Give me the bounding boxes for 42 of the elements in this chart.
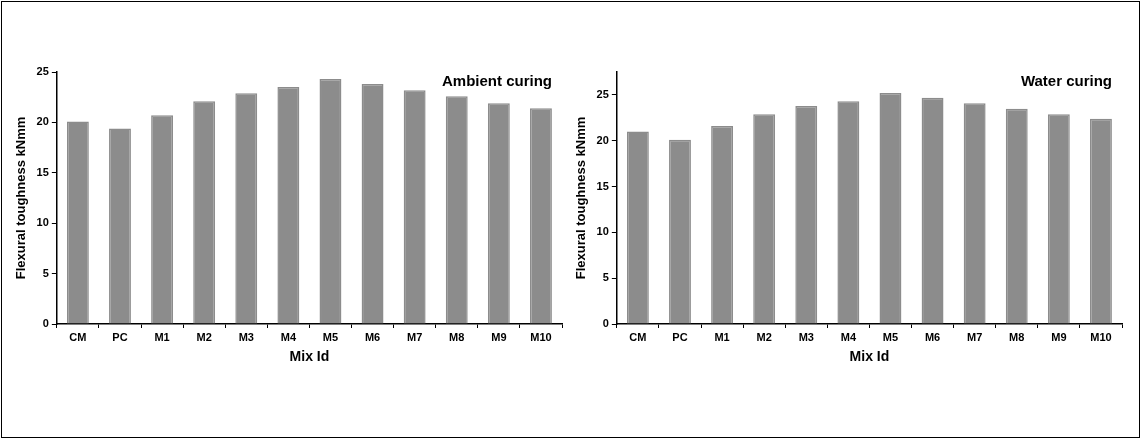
x-tick-label: M2 <box>196 330 212 343</box>
x-axis-title: Mix Id <box>849 348 890 365</box>
x-tick-label: M2 <box>756 330 772 343</box>
y-tick-label: 20 <box>36 115 49 128</box>
x-tick-label: M6 <box>924 330 941 343</box>
x-tick-label: M4 <box>840 330 857 343</box>
y-axis-title: Flexural toughness kNmm <box>573 116 589 280</box>
y-tick-label: 20 <box>596 133 609 146</box>
x-tick-label: CM <box>629 330 647 343</box>
x-tick-label: M3 <box>238 330 254 343</box>
x-tick-label: M8 <box>449 330 465 343</box>
y-tick-label: 15 <box>36 165 49 178</box>
x-tick-label: M1 <box>714 330 730 343</box>
x-tick-label: M6 <box>364 330 381 343</box>
chart-title: Ambient curing <box>441 71 552 89</box>
x-tick-label: M1 <box>154 330 170 343</box>
x-tick-label: PC <box>112 330 128 343</box>
x-tick-label: M4 <box>280 330 297 343</box>
y-tick-label: 10 <box>596 225 609 238</box>
y-tick-label: 0 <box>42 317 49 330</box>
x-tick-label: M9 <box>1051 330 1067 343</box>
x-tick-label: M10 <box>530 330 552 343</box>
x-tick-label: PC <box>672 330 688 343</box>
x-tick-label: M7 <box>407 330 423 343</box>
y-tick-label: 15 <box>596 179 609 192</box>
y-tick-label: 10 <box>36 216 49 229</box>
x-tick-label: M9 <box>491 330 507 343</box>
x-tick-label: M7 <box>967 330 983 343</box>
chart-title: Water curing <box>1020 71 1112 89</box>
y-tick-label: 5 <box>42 266 49 279</box>
x-tick-label: M5 <box>882 330 899 343</box>
x-tick-label: M3 <box>798 330 814 343</box>
y-tick-label: 25 <box>36 65 49 78</box>
y-tick-label: 5 <box>602 271 609 284</box>
y-axis-title: Flexural toughness kNmm <box>13 116 29 280</box>
x-tick-label: M8 <box>1009 330 1025 343</box>
x-tick-label: M10 <box>1090 330 1112 343</box>
y-tick-label: 25 <box>596 87 609 100</box>
x-axis-title: Mix Id <box>289 348 330 365</box>
x-tick-label: M5 <box>322 330 339 343</box>
x-tick-label: CM <box>69 330 87 343</box>
y-tick-label: 0 <box>602 317 609 330</box>
